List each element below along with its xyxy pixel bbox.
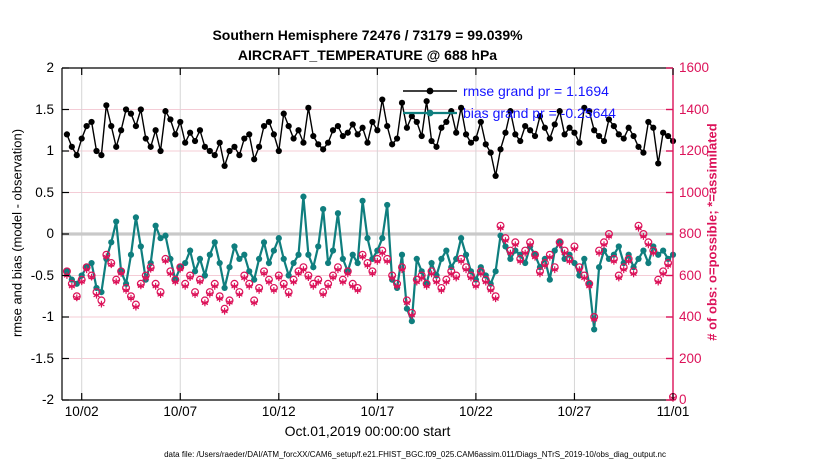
plot-title-line2: AIRCRAFT_TEMPERATURE @ 688 hPa: [237, 47, 498, 63]
x-axis-tick-label: 10/17: [360, 404, 395, 419]
x-axis-label: Oct.01,2019 00:00:00 start: [284, 423, 451, 439]
legend-entry-bias: bias grand pr = -0.25644: [403, 102, 616, 124]
legend-label-rmse: rmse grand pr = 1.1694: [463, 83, 609, 99]
x-axis-tick-label: 10/22: [458, 404, 493, 419]
left-axis-tick-label: -2: [41, 392, 54, 407]
legend-label-bias: bias grand pr = -0.25644: [463, 105, 616, 121]
bias-line-marker-icon: [403, 109, 457, 117]
right-axis-tick-label: 200: [679, 350, 702, 366]
rmse-line-marker-icon: [403, 87, 457, 95]
x-axis-tick-label: 10/02: [64, 404, 99, 419]
series-rmse: [63, 96, 677, 179]
right-axis-tick-label: 1400: [679, 101, 710, 117]
left-axis-tick-label: 0: [46, 226, 54, 241]
right-axis-tick-label: 600: [679, 267, 702, 283]
right-axis-tick-label: 400: [679, 309, 702, 324]
data-file-caption: data file: /Users/raeder/DAI/ATM_forcXX/…: [164, 450, 666, 459]
left-axis-tick-label: 1.5: [35, 101, 54, 117]
right-axis-tick-label: 1600: [679, 60, 710, 75]
right-axis-tick-label: 1000: [679, 184, 710, 200]
legend-entry-rmse: rmse grand pr = 1.1694: [403, 80, 616, 102]
left-axis-tick-label: -0.5: [30, 267, 54, 283]
x-axis-tick-label: 10/27: [557, 404, 592, 419]
left-axis-tick-label: -1: [41, 309, 54, 324]
left-axis-tick-label: 2: [46, 60, 54, 75]
series-bias: [63, 193, 677, 333]
left-axis-tick-label: -1.5: [30, 350, 54, 366]
plot-title-line1: Southern Hemisphere 72476 / 73179 = 99.0…: [212, 27, 523, 43]
right-axis-tick-label: 800: [679, 226, 702, 241]
left-axis-tick-label: 1: [46, 143, 54, 158]
x-axis-tick-label: 10/12: [261, 404, 296, 419]
axes-spines: [61, 67, 674, 401]
right-axis-tick-label: 1200: [679, 143, 710, 158]
x-axis-tick-label: 11/01: [656, 404, 690, 419]
series-assimilated: [63, 224, 677, 402]
right-axis-tick-label: 0: [679, 392, 687, 407]
x-axis-tick-label: 10/07: [163, 404, 198, 419]
legend: rmse grand pr = 1.1694 bias grand pr = -…: [403, 80, 616, 124]
left-axis-tick-label: 0.5: [35, 184, 54, 200]
